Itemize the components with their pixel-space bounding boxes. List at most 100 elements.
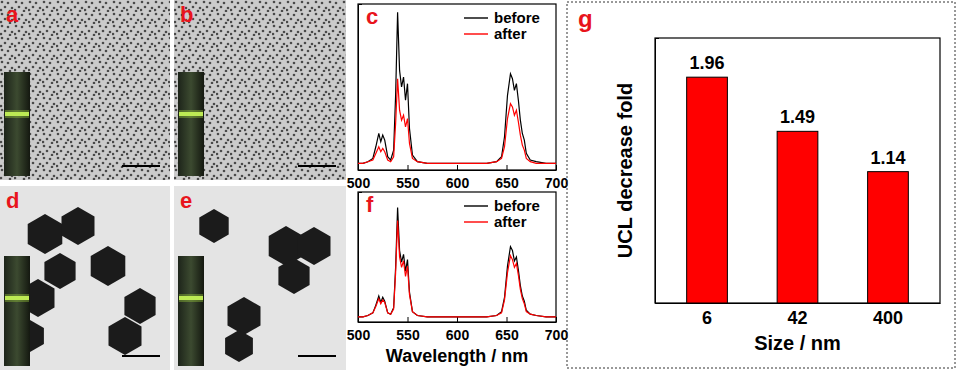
x-tick-label: 600 (446, 327, 470, 343)
cuvette-glow-halo (5, 110, 29, 118)
legend-label: after (494, 213, 527, 230)
line-chart: 500550600650700beforeafterfWavelength / … (347, 192, 569, 366)
x-tick: 650 (495, 165, 519, 191)
x-axis: 6 42 400 (656, 304, 941, 328)
legend-swatch (464, 33, 488, 34)
cuvette-glow-halo (179, 110, 203, 118)
spectrum-line (358, 79, 556, 164)
hexagonal-particle (228, 297, 261, 335)
hexagonal-particle (124, 288, 155, 324)
legend-label: before (494, 197, 540, 214)
hexagonal-particle (62, 207, 95, 245)
legend-swatch (464, 205, 488, 206)
spectrum-line (358, 208, 556, 317)
tem-panel: a (0, 0, 170, 180)
x-tick-label: 550 (396, 175, 420, 191)
legend-label: before (494, 9, 540, 26)
hexagonal-particle (28, 214, 63, 254)
data-label: 1.96 (690, 53, 725, 73)
scale-bar (122, 165, 160, 167)
hexagonal-particle (199, 209, 228, 243)
x-tick-label: 600 (446, 175, 470, 191)
x-tick-label: 550 (396, 327, 420, 343)
x-tick-mark (507, 165, 508, 170)
x-tick-mark (408, 165, 409, 170)
hexagonal-particle (278, 258, 309, 294)
x-tick-mark (556, 317, 557, 322)
x-tick: 600 (446, 165, 470, 191)
x-tick-mark (358, 317, 359, 322)
x-tick: 600 (446, 317, 470, 343)
x-axis: 500 550 600 650 700 (347, 165, 569, 191)
cuvette-inset (4, 256, 30, 366)
data-label: 1.14 (870, 148, 905, 168)
panel-label: a (6, 2, 19, 27)
tem-image (0, 0, 170, 180)
x-axis-title: Size / nm (754, 332, 841, 354)
y-axis (359, 5, 363, 171)
legend: beforeafter (464, 197, 540, 230)
x-tick: 550 (396, 165, 420, 191)
cuvette-glow-halo (5, 294, 29, 302)
legend-swatch (464, 221, 488, 222)
y-axis-line (656, 39, 660, 304)
x-tick-label: 500 (347, 327, 371, 343)
x-tick: 400 (873, 308, 903, 328)
y-axis (359, 193, 363, 323)
spectrum-line (358, 221, 556, 317)
tem-panel: b (174, 0, 346, 180)
x-tick-label: 400 (873, 308, 903, 328)
x-tick-label: 650 (495, 175, 519, 191)
hexagonal-particle (91, 246, 126, 286)
hexagonal-particle (225, 330, 253, 362)
x-axis-line (656, 303, 941, 304)
scale-bar (298, 355, 336, 357)
x-tick-label: 6 (702, 308, 712, 328)
cuvette-inset (4, 72, 30, 176)
cuvette-inset (178, 256, 204, 366)
scale-bar (298, 165, 336, 167)
legend: beforeafter (464, 9, 540, 42)
x-axis-title: Wavelength / nm (386, 346, 528, 366)
x-tick: 500 (347, 165, 371, 191)
plot-frame (655, 38, 940, 303)
bar-chart: 6424001.961.491.14gSize / nmUCL decrease… (567, 2, 955, 368)
hexagonal-particle (44, 253, 75, 289)
plot-frame (358, 192, 556, 322)
hexagonal-particle (109, 317, 142, 355)
legend-label: after (494, 25, 527, 42)
plot-area (358, 208, 556, 317)
x-axis-line (359, 322, 557, 323)
x-tick: 42 (787, 308, 807, 328)
bar (868, 172, 909, 303)
x-tick: 500 (347, 317, 371, 343)
x-tick-label: 700 (545, 175, 569, 191)
plot-area (358, 12, 556, 163)
panel-label: d (6, 188, 19, 213)
cuvette-inset (178, 72, 204, 176)
x-axis: 500550600650700 (347, 317, 569, 343)
panel-label: b (180, 2, 193, 27)
cuvette-glow-halo (179, 294, 203, 302)
panel-label: e (180, 188, 192, 213)
x-tick: 650 (495, 317, 519, 343)
panel-label: c (366, 4, 378, 29)
y-axis-line (359, 5, 363, 171)
x-tick-mark (457, 317, 458, 322)
panel-border (567, 2, 955, 368)
x-tick: 700 (545, 165, 569, 191)
line-chart: 500 550 600 650 700 beforeafter c (347, 4, 569, 191)
tem-image (0, 186, 170, 370)
scale-bar (122, 355, 160, 357)
tem-panel: e (174, 186, 346, 370)
x-tick-mark (556, 165, 557, 170)
y-axis-title: UCL decrease fold (614, 83, 636, 258)
plot-area (687, 77, 909, 303)
y-axis-line (359, 193, 363, 323)
tem-image (174, 186, 346, 370)
spectrum-line (358, 12, 556, 163)
x-tick-label: 42 (787, 308, 807, 328)
legend-swatch (464, 17, 488, 18)
bar (777, 131, 818, 303)
y-axis (656, 39, 660, 304)
